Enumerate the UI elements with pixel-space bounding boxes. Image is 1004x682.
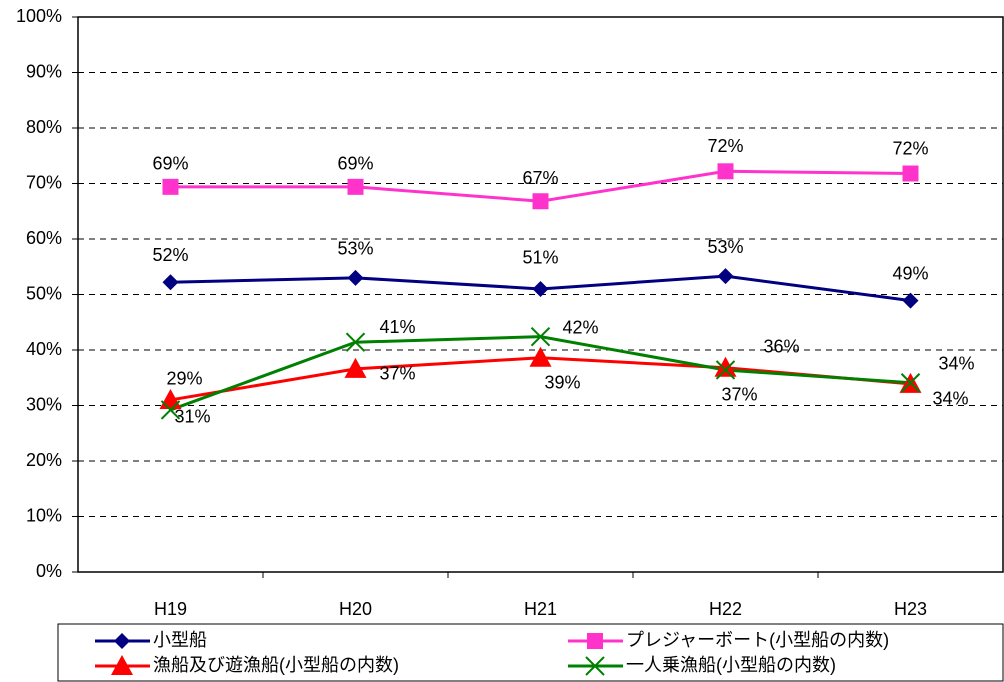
marker [160,400,181,420]
marker [585,656,605,676]
x-tick-label: H22 [709,599,742,619]
data-label: 69% [337,154,373,174]
data-label: 34% [938,353,974,373]
y-tick-label: 80% [26,117,62,137]
data-label: 53% [707,237,743,257]
data-label: 42% [562,317,598,337]
x-tick-label: H23 [894,599,927,619]
plot-border [77,16,1004,573]
marker [111,655,133,675]
legend-label: プレジャーボート(小型船の内数) [626,630,889,650]
legend-label: 一人乗漁船(小型船の内数) [626,655,836,675]
marker [347,269,364,286]
marker [162,178,179,195]
marker [529,346,552,367]
marker [532,193,549,210]
data-label: 34% [932,389,968,409]
data-label: 52% [152,245,188,265]
data-label: 36% [763,337,799,357]
y-tick-label: 20% [26,450,62,470]
data-label: 37% [721,385,757,405]
x-tick-label: H20 [339,599,372,619]
marker [532,280,549,297]
data-label: 49% [892,263,928,283]
marker [587,633,603,649]
data-label: 51% [522,248,558,268]
legend-box [57,623,1004,682]
data-label: 37% [379,364,415,384]
marker [902,165,919,182]
marker [114,633,130,649]
marker [714,356,737,377]
data-label: 41% [379,317,415,337]
y-tick-label: 90% [26,61,62,81]
data-label: 29% [166,369,202,389]
data-label: 31% [174,407,210,427]
data-label: 67% [522,168,558,188]
y-tick-label: 70% [26,172,62,192]
marker [715,360,736,380]
y-tick-label: 40% [26,339,62,359]
marker [162,274,179,291]
y-tick-label: 30% [26,394,62,414]
marker [902,292,919,309]
data-label: 39% [544,373,580,393]
marker [717,268,734,285]
marker [347,178,364,195]
marker [900,373,921,393]
legend-label: 漁船及び遊漁船(小型船の内数) [153,655,399,675]
x-tick-label: H21 [524,599,557,619]
marker [717,163,734,180]
x-tick-label: H19 [154,599,187,619]
y-tick-label: 100% [16,6,62,26]
legend-label: 小型船 [153,630,207,650]
data-label: 69% [152,154,188,174]
data-label: 53% [337,239,373,259]
marker [344,357,367,378]
data-label: 72% [707,136,743,156]
y-tick-label: 50% [26,283,62,303]
marker [345,332,366,352]
y-tick-label: 60% [26,228,62,248]
y-tick-label: 0% [36,561,62,581]
data-label: 72% [892,138,928,158]
y-tick-label: 10% [26,505,62,525]
marker [530,326,551,347]
